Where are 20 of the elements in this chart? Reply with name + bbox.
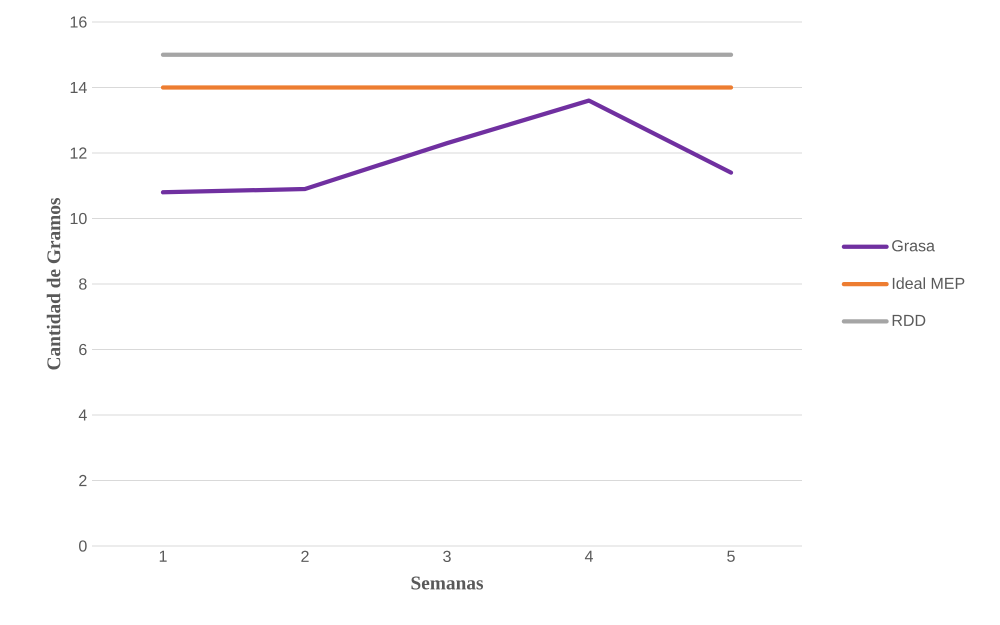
y-tick-label: 12 — [70, 147, 86, 159]
y-tick-label: 16 — [70, 16, 87, 28]
legend-label: Grasa — [892, 240, 935, 252]
y-tick-label: 8 — [79, 278, 87, 290]
x-tick-label: 1 — [160, 550, 167, 562]
legend-label: RDD — [892, 314, 926, 326]
x-axis-title: Semanas — [412, 576, 484, 590]
y-axis-title: Cantidad de Gramos — [46, 198, 60, 370]
y-tick-label: 14 — [70, 82, 87, 93]
y-tick-label: 0 — [79, 540, 87, 552]
y-tick-label: 6 — [79, 344, 87, 356]
y-tick-label: 2 — [79, 474, 86, 486]
x-tick-label: 3 — [443, 550, 451, 562]
y-tick-label: 4 — [78, 410, 87, 421]
line-series — [160, 98, 734, 194]
x-tick-label: 4 — [584, 550, 593, 562]
x-tick-label: 5 — [727, 550, 735, 562]
legend-label: Ideal MEP — [892, 277, 964, 290]
x-tick-label: 2 — [301, 550, 309, 562]
y-tick-label: 10 — [70, 212, 87, 224]
